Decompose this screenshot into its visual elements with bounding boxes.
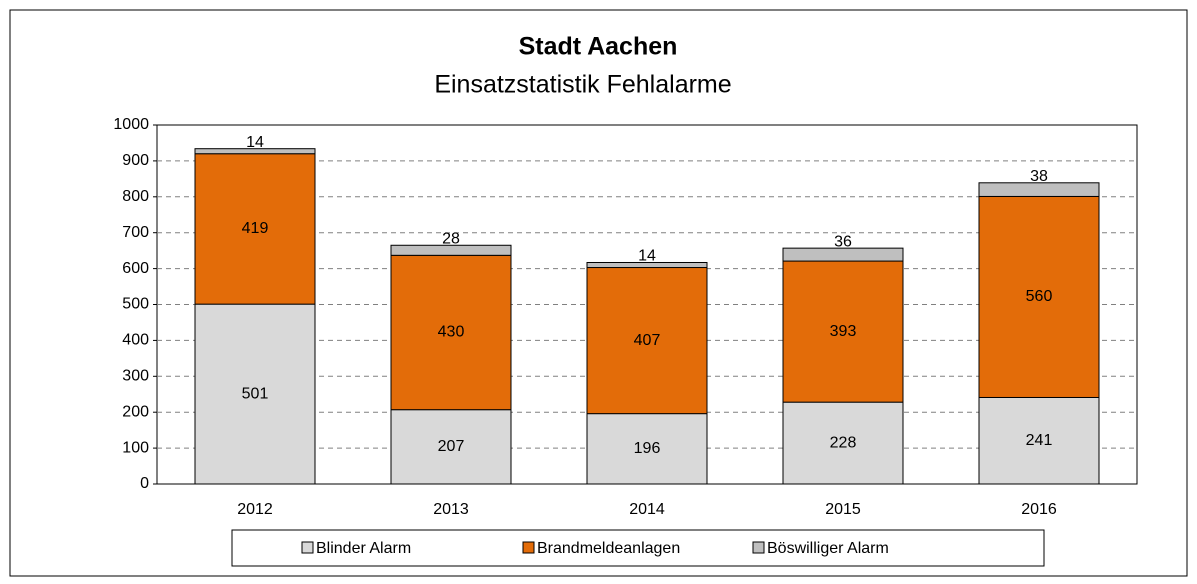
legend-label: Blinder Alarm [316,540,411,557]
y-tick-label: 800 [122,188,149,205]
data-label: 560 [1026,288,1053,305]
data-label: 419 [242,220,269,237]
bar-segment [782,247,904,262]
y-tick-label: 1000 [113,116,149,133]
bar-segment [978,182,1100,197]
bar-segment [194,148,316,155]
data-label: 241 [1026,432,1053,449]
y-tick-label: 300 [122,368,149,385]
x-tick-label: 2015 [825,501,861,518]
chart-title: Stadt Aachen [519,33,678,61]
data-label: 407 [634,332,661,349]
data-label: 430 [438,324,465,341]
y-tick-label: 400 [122,332,149,349]
y-tick-label: 100 [122,439,149,456]
data-label: 393 [830,323,857,340]
bar-segment [586,413,708,485]
y-tick-label: 600 [122,260,149,277]
bar-segment [782,260,904,403]
bar-segment [586,261,708,269]
data-label: 196 [634,440,661,457]
bar-segment [390,254,512,411]
bar-segment [194,153,316,305]
legend-box [231,529,1045,567]
x-tick-label: 2012 [237,501,273,518]
chart-subtitle: Einsatzstatistik Fehlalarme [434,71,731,99]
x-tick-label: 2014 [629,501,665,518]
bar-segment [194,303,316,485]
legend-swatch [752,541,765,554]
data-label: 14 [246,134,264,151]
data-label: 207 [438,438,465,455]
legend-label: Brandmeldeanlagen [537,540,680,557]
data-label: 38 [1030,168,1048,185]
bar-segment [586,267,708,415]
x-tick-label: 2013 [433,501,469,518]
y-tick-label: 500 [122,296,149,313]
bar-segment [978,195,1100,398]
data-label: 501 [242,385,269,402]
bar-segment [390,409,512,485]
y-tick-label: 200 [122,403,149,420]
y-tick-label: 700 [122,224,149,241]
bar-segment [978,396,1100,485]
bar-segment [390,244,512,256]
legend-swatch [522,541,535,554]
legend-swatch [301,541,314,554]
data-label: 28 [442,230,460,247]
y-tick-label: 0 [140,475,149,492]
legend-label: Böswilliger Alarm [767,540,889,557]
data-label: 36 [834,233,852,250]
bar-segment [782,401,904,485]
y-tick-label: 900 [122,152,149,169]
data-label: 14 [638,248,656,265]
x-tick-label: 2016 [1021,501,1057,518]
data-label: 228 [830,434,857,451]
